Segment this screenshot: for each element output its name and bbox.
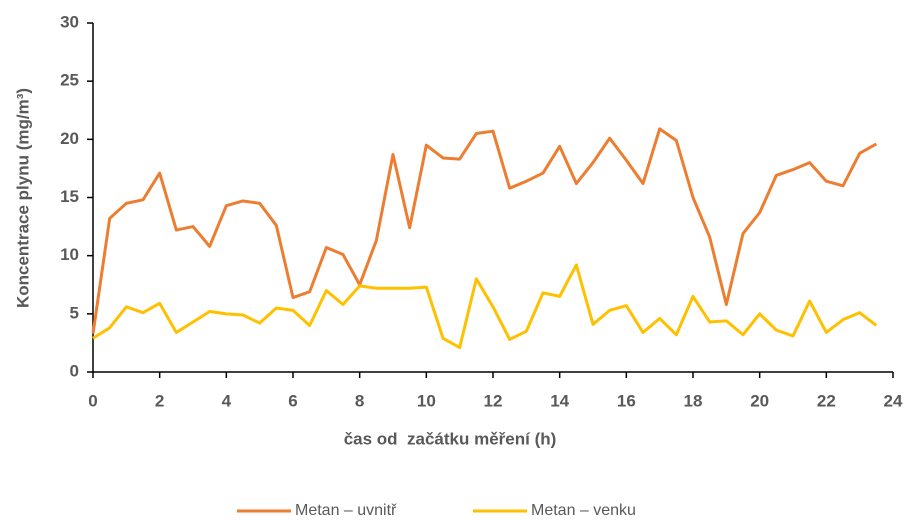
y-tick-label: 0: [70, 361, 79, 380]
x-tick-label: 20: [750, 391, 769, 410]
x-tick-label: 22: [817, 391, 836, 410]
x-axis-label: čas od začátku měření (h): [344, 429, 557, 448]
y-tick-label: 10: [60, 245, 79, 264]
x-tick-label: 4: [222, 391, 232, 410]
x-tick-label: 8: [355, 391, 364, 410]
x-tick-label: 6: [288, 391, 297, 410]
legend-label: Metan – venku: [531, 502, 636, 519]
y-tick-label: 5: [70, 303, 79, 322]
y-tick-label: 15: [60, 187, 79, 206]
series-line: [91, 127, 878, 334]
x-tick-label: 14: [550, 391, 569, 410]
y-axis-label: Koncentrace plynu (mg/m³): [13, 88, 32, 308]
x-tick-label: 16: [617, 391, 636, 410]
x-tick-label: 18: [684, 391, 703, 410]
x-tick-label: 10: [417, 391, 436, 410]
x-tick-label: 0: [88, 391, 97, 410]
x-tick-label: 2: [155, 391, 164, 410]
y-tick-label: 25: [60, 71, 79, 90]
x-tick-label: 12: [484, 391, 503, 410]
series-line: [92, 263, 878, 350]
legend-label: Metan – uvnitř: [295, 502, 397, 519]
y-tick-label: 30: [60, 12, 79, 31]
y-tick-label: 20: [60, 129, 79, 148]
x-tick-label: 24: [884, 391, 903, 410]
